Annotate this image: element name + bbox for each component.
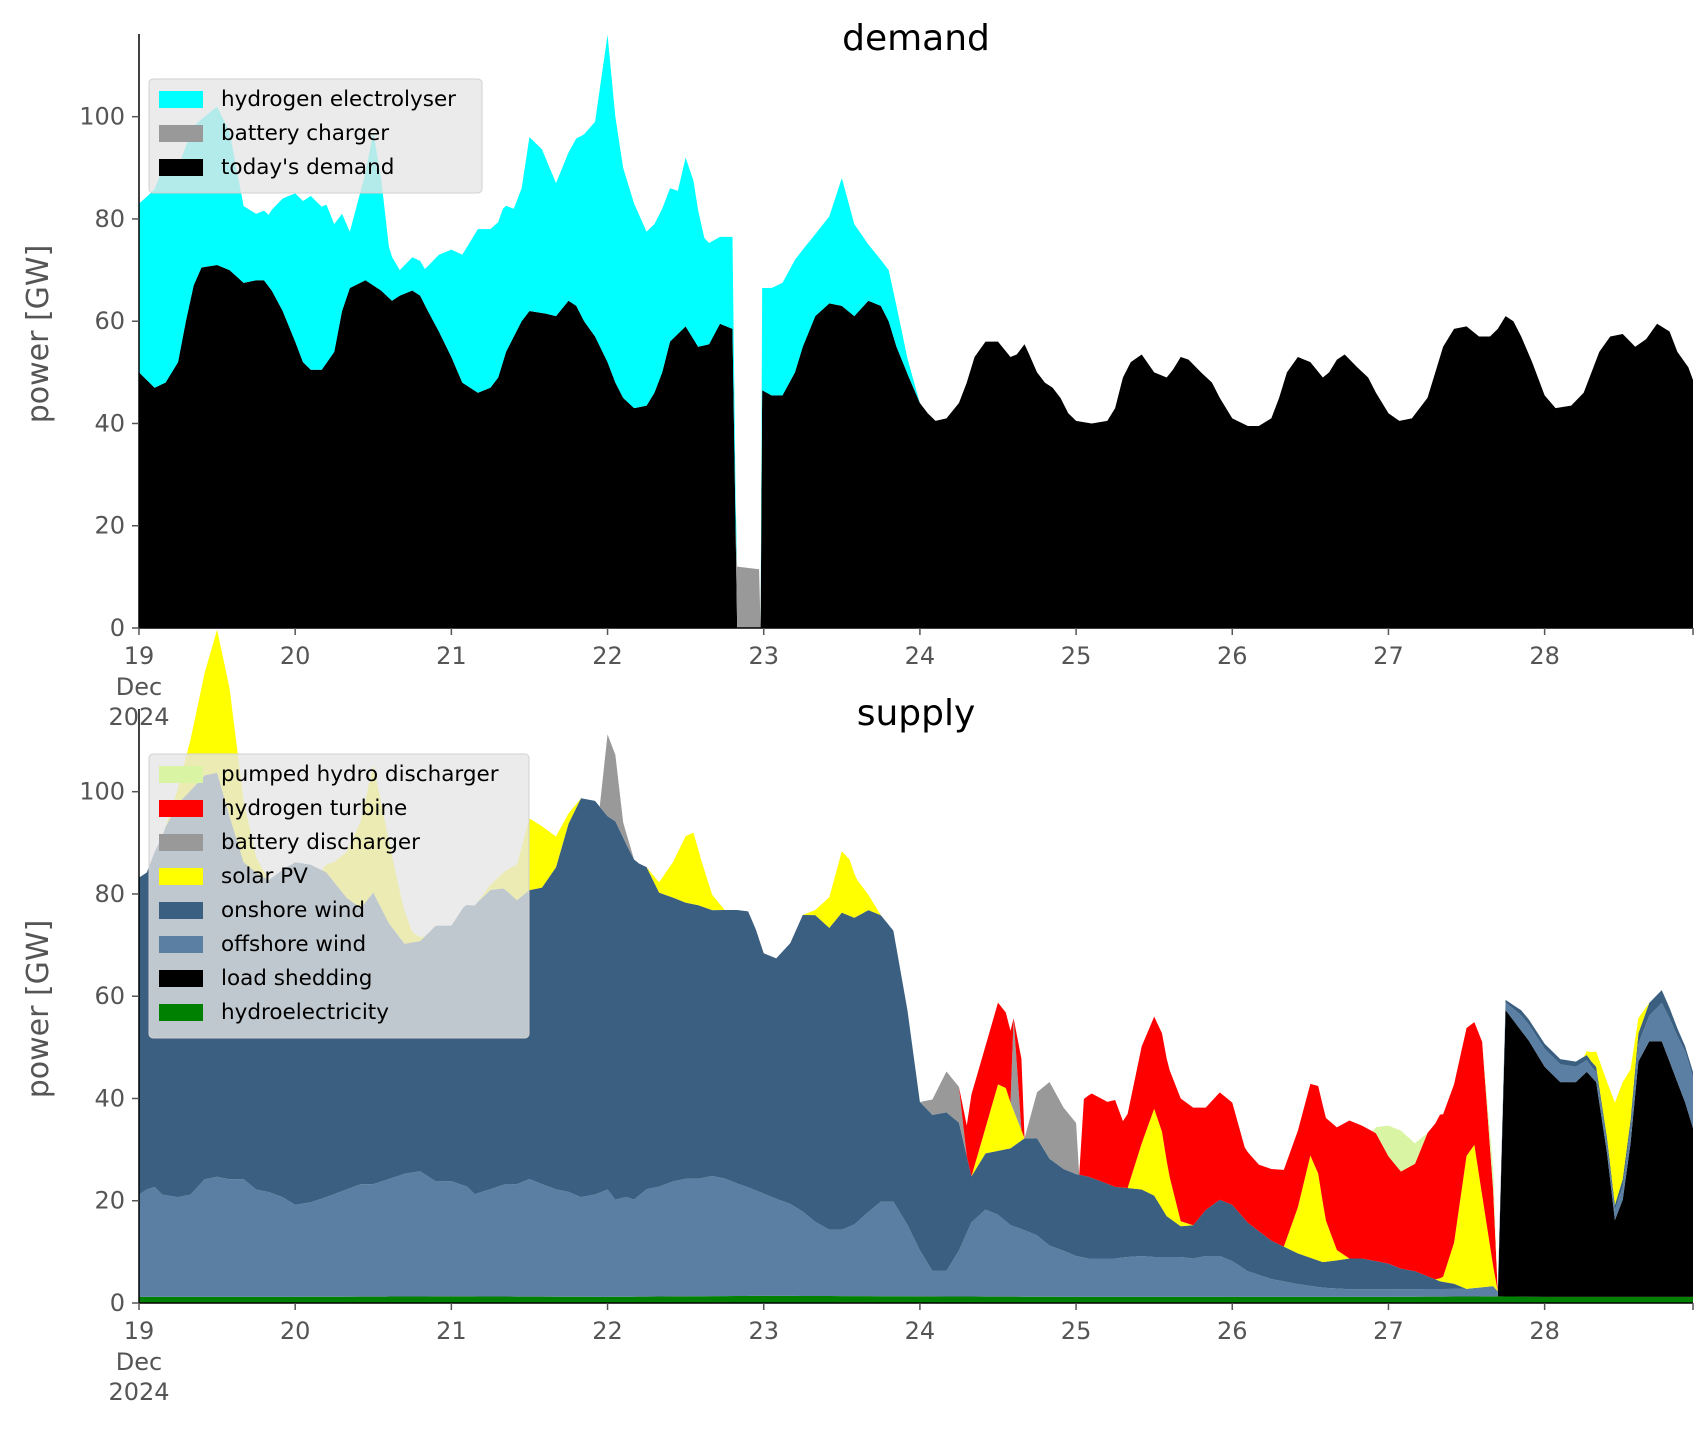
legend-label-battery-charger: battery charger: [221, 121, 389, 146]
x-tick-label: 25: [1061, 1317, 1092, 1345]
legend-label-hydrogen-turbine: hydrogen turbine: [221, 796, 407, 821]
legend-swatch-onshore-wind: [159, 902, 203, 919]
x-tick-label: 22: [592, 642, 623, 670]
legend: hydrogen electrolyser battery charger toda…: [148, 78, 483, 194]
legend-label-today-s-demand: today's demand: [221, 155, 394, 180]
y-tick-label: 0: [110, 614, 125, 642]
legend-label-offshore-wind: offshore wind: [221, 932, 366, 957]
legend-swatch-battery-discharger: [159, 834, 203, 851]
legend-swatch-solar-pv: [159, 868, 203, 885]
legend-label-pumped-hydro-discharger: pumped hydro discharger: [221, 762, 499, 787]
area-load-shedding: [139, 1010, 1693, 1297]
x-tick-label: 27: [1373, 642, 1404, 670]
x-tick-sublabel-month: Dec: [116, 1348, 162, 1376]
x-tick-label: 19: [124, 642, 155, 670]
legend-swatch-load-shedding: [159, 970, 203, 987]
y-tick-label: 80: [94, 880, 125, 908]
chart-title: demand: [842, 18, 990, 59]
y-tick-label: 60: [94, 982, 125, 1010]
legend-swatch-today-s-demand: [159, 159, 203, 176]
x-tick-label: 28: [1529, 1317, 1560, 1345]
y-axis-label: power [GW]: [21, 920, 56, 1099]
x-tick-label: 21: [436, 1317, 467, 1345]
y-tick-label: 100: [79, 778, 125, 806]
area-today-s-demand: [139, 264, 1693, 628]
legend-swatch-pumped-hydro-discharger: [159, 766, 203, 783]
x-tick-label: 26: [1217, 642, 1248, 670]
legend-swatch-battery-charger: [159, 125, 203, 142]
y-tick-label: 80: [94, 205, 125, 233]
x-tick-label: 20: [280, 642, 311, 670]
legend-swatch-hydroelectricity: [159, 1004, 203, 1021]
x-tick-label: 24: [905, 642, 936, 670]
area-hydroelectricity: [139, 1295, 1693, 1303]
x-tick-label: 22: [592, 1317, 623, 1345]
x-tick-label: 26: [1217, 1317, 1248, 1345]
legend-label-solar-pv: solar PV: [221, 864, 308, 889]
chart-title: supply: [857, 693, 976, 734]
legend: pumped hydro discharger hydrogen turbine b…: [148, 753, 530, 1039]
area-hydrogen-electrolyser: [139, 34, 1693, 628]
x-tick-sublabel-year: 2024: [108, 1378, 169, 1406]
x-tick-label: 20: [280, 1317, 311, 1345]
legend-swatch-hydrogen-turbine: [159, 800, 203, 817]
legend-label-onshore-wind: onshore wind: [221, 898, 365, 923]
legend-label-hydroelectricity: hydroelectricity: [221, 1000, 389, 1025]
legend-swatch-hydrogen-electrolyser: [159, 91, 203, 108]
legend-label-hydrogen-electrolyser: hydrogen electrolyser: [221, 87, 456, 112]
legend-label-battery-discharger: battery discharger: [221, 830, 420, 855]
x-tick-label: 19: [124, 1317, 155, 1345]
x-tick-label: 24: [905, 1317, 936, 1345]
legend-box: [148, 78, 483, 194]
y-tick-label: 40: [94, 409, 125, 437]
legend-box: [148, 753, 530, 1039]
y-tick-label: 0: [110, 1289, 125, 1317]
y-tick-label: 60: [94, 307, 125, 335]
area-hydrogen-turbine: [139, 629, 1693, 1292]
x-tick-label: 28: [1529, 642, 1560, 670]
legend-label-load-shedding: load shedding: [221, 966, 372, 991]
y-tick-label: 40: [94, 1084, 125, 1112]
x-tick-sublabel-month: Dec: [116, 673, 162, 701]
y-tick-label: 20: [94, 512, 125, 540]
x-tick-label: 23: [748, 642, 779, 670]
x-tick-label: 23: [748, 1317, 779, 1345]
area-offshore-wind: [139, 1002, 1693, 1297]
y-axis-label: power [GW]: [21, 245, 56, 424]
x-tick-label: 27: [1373, 1317, 1404, 1345]
y-tick-label: 20: [94, 1187, 125, 1215]
legend-swatch-offshore-wind: [159, 936, 203, 953]
y-tick-label: 100: [79, 103, 125, 131]
x-tick-label: 21: [436, 642, 467, 670]
x-tick-label: 25: [1061, 642, 1092, 670]
